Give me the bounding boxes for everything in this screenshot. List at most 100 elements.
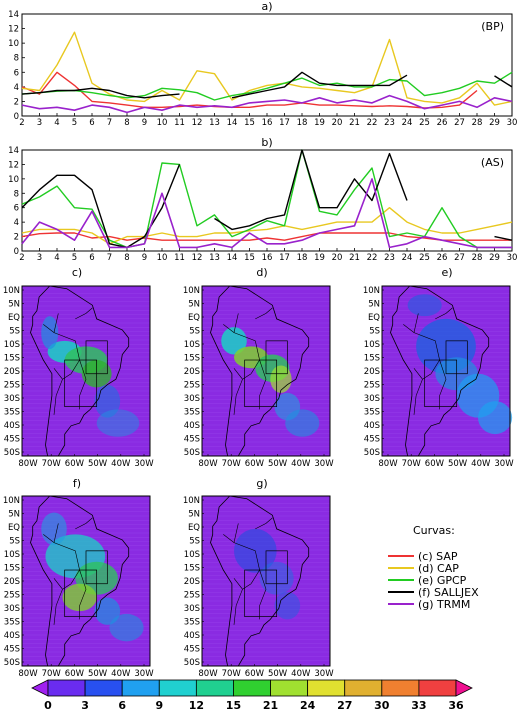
x-tick-label: 22 (367, 253, 378, 263)
lat-tick-label: 50S (4, 658, 20, 668)
country-border (413, 332, 440, 374)
lat-tick-label: 30S (364, 394, 380, 404)
country-border (255, 517, 273, 530)
x-tick-label: 26 (437, 253, 448, 263)
country-border (223, 313, 239, 334)
colorbar-tick-label: 0 (44, 699, 52, 712)
country-border (53, 542, 80, 584)
lat-tick-label: 10S (4, 340, 20, 350)
colorbar-cell (307, 679, 346, 697)
series-line-cap (21, 207, 513, 245)
lat-tick-label: 30S (4, 604, 20, 614)
lat-tick-label: 20S (184, 577, 200, 587)
lat-tick-label: 10S (364, 340, 380, 350)
lat-tick-label: 35S (184, 408, 200, 418)
lon-tick-label: 50W (448, 459, 468, 469)
x-tick-label: 28 (472, 253, 483, 263)
lat-tick-label: 45S (184, 645, 200, 655)
continent-outline (210, 495, 310, 667)
lon-tick-label: 30W (494, 459, 514, 469)
region-box (64, 359, 98, 407)
x-tick-label: 24 (402, 253, 413, 263)
colorbar-tick-label: 36 (448, 699, 464, 712)
y-tick-label: 4 (14, 83, 19, 93)
precip-area (478, 401, 513, 435)
country-border (53, 379, 63, 415)
x-tick-label: 21 (349, 118, 360, 128)
x-tick-label: 10 (157, 118, 168, 128)
lat-tick-label: EQ (8, 313, 20, 323)
precip-area (94, 384, 121, 418)
x-tick-label: 29 (489, 253, 500, 263)
lon-tick-label: 40W (471, 459, 491, 469)
lat-tick-label: 35S (4, 618, 20, 628)
lon-tick-label: 70W (222, 459, 242, 469)
map-panel-label: f) (73, 477, 81, 490)
lat-tick-label: 50S (184, 658, 200, 668)
colorbar-tick-label: 15 (226, 699, 241, 712)
y-tick-label: 12 (8, 160, 19, 170)
region-box (265, 340, 288, 375)
lat-tick-label: 15S (4, 564, 20, 574)
x-tick-label: 8 (124, 118, 129, 128)
lat-tick-label: 20S (4, 367, 20, 377)
lat-tick-label: EQ (368, 313, 380, 323)
lat-tick-label: 45S (4, 645, 20, 655)
series-line-sap (21, 71, 478, 109)
x-tick-label: 30 (507, 118, 518, 128)
x-tick-label: 6 (89, 253, 94, 263)
country-border (75, 517, 93, 530)
x-tick-label: 13 (209, 253, 220, 263)
country-border (233, 332, 260, 374)
y-tick-label: 14 (8, 10, 19, 20)
region-box (85, 550, 108, 585)
map-panel-3: e) 10N 5N EQ 5S 10S 15S 20S 25S 30S 35S 40S 45S 50S80… (363, 266, 514, 469)
lat-tick-label: 35S (184, 618, 200, 628)
lat-tick-label: 40S (4, 631, 20, 641)
map-panel-4: f) 10N 5N EQ 5S 10S 15S 20S 25S 30S 35S 40S 45S 50S80… (3, 477, 154, 679)
lon-tick-label: 30W (314, 669, 334, 679)
precip-area (62, 583, 97, 612)
country-border (43, 313, 59, 334)
colorbar-tick-label: 21 (263, 699, 278, 712)
lon-tick-label: 50W (88, 459, 108, 469)
lon-tick-label: 50W (268, 669, 288, 679)
colorbar-cell (270, 679, 309, 697)
lon-tick-label: 70W (222, 669, 242, 679)
lon-tick-label: 40W (291, 459, 311, 469)
precip-area (274, 591, 301, 620)
lat-tick-label: EQ (8, 523, 20, 533)
y-tick-label: 14 (8, 146, 19, 156)
x-tick-label: 11 (174, 118, 185, 128)
continent-outline (30, 285, 130, 457)
lat-tick-label: 50S (184, 448, 200, 458)
lat-tick-label: 25S (364, 381, 380, 391)
x-tick-label: 27 (454, 118, 465, 128)
lat-tick-label: 5S (9, 537, 20, 547)
x-tick-label: 9 (142, 118, 147, 128)
precip-area (270, 365, 292, 393)
region-box (244, 569, 278, 617)
lat-tick-label: 15S (364, 354, 380, 364)
lat-tick-label: 50S (364, 448, 380, 458)
lat-tick-label: 30S (184, 394, 200, 404)
country-border (259, 569, 267, 620)
region-box (265, 550, 288, 585)
lon-tick-label: 80W (198, 459, 218, 469)
series-line-gpcp (21, 71, 513, 101)
lat-tick-label: 5N (188, 510, 200, 520)
x-tick-label: 15 (244, 118, 255, 128)
lat-tick-label: 10N (3, 496, 20, 506)
x-tick-label: 18 (297, 118, 308, 128)
x-tick-label: 25 (419, 253, 430, 263)
lat-tick-label: 35S (4, 408, 20, 418)
x-tick-label: 4 (54, 253, 59, 263)
colorbar-tick-label: 24 (300, 699, 316, 712)
lat-tick-label: 20S (4, 577, 20, 587)
x-tick-label: 14 (227, 118, 238, 128)
legend-entry: (d) CAP (418, 562, 459, 575)
x-tick-label: 24 (402, 118, 413, 128)
lat-tick-label: 50S (4, 448, 20, 458)
